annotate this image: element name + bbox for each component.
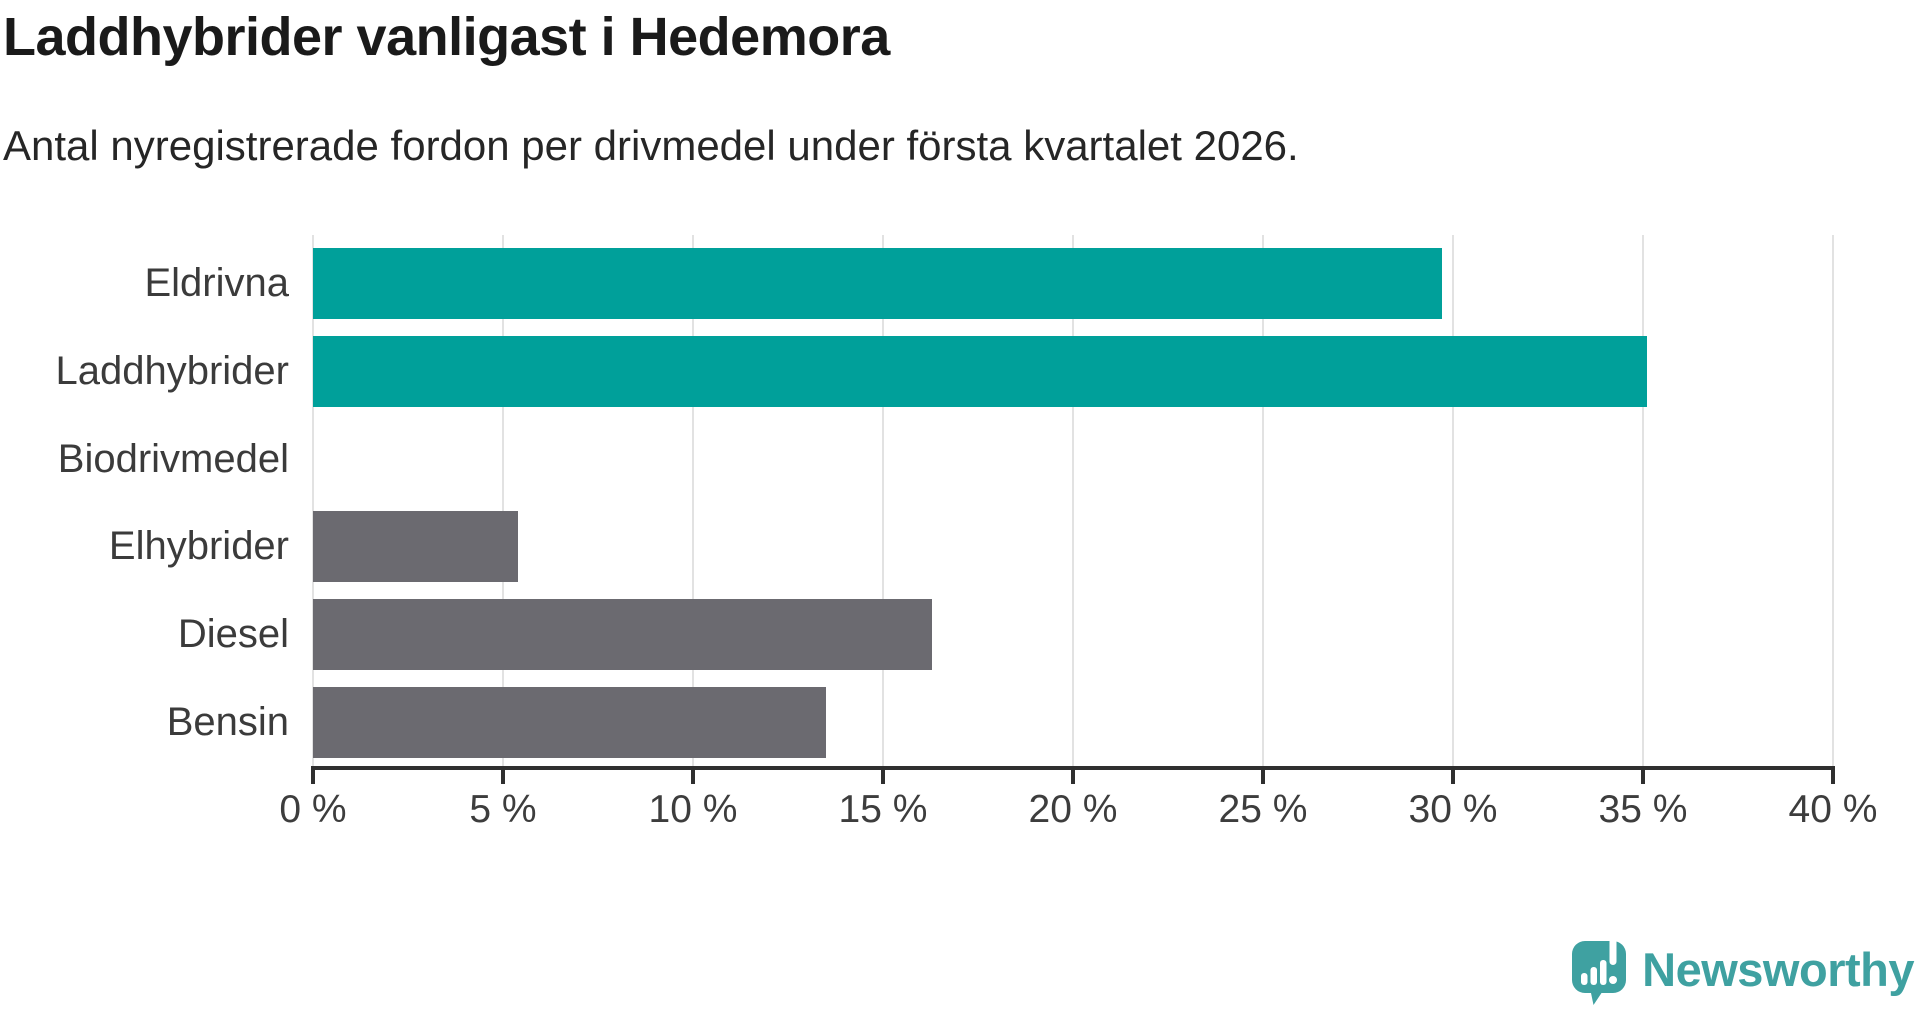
x-tick-label-30: 30 % bbox=[1408, 788, 1498, 831]
x-tick-label-5: 5 % bbox=[469, 788, 537, 831]
gridline-10 bbox=[692, 235, 694, 766]
chart-title: Laddhybrider vanligast i Hedemora bbox=[3, 7, 890, 67]
x-axis-tick-0 bbox=[311, 770, 315, 784]
bar-diesel bbox=[313, 599, 933, 671]
bar-laddhybrider bbox=[313, 335, 1647, 407]
category-label-bensin: Bensin bbox=[166, 700, 289, 744]
chart-subtitle: Antal nyregistrerade fordon per drivmede… bbox=[3, 122, 1299, 169]
x-tick-label-0: 0 % bbox=[279, 788, 347, 831]
x-axis-tick-25 bbox=[1261, 770, 1265, 784]
gridline-35 bbox=[1642, 235, 1644, 766]
x-axis-tick-15 bbox=[881, 770, 885, 784]
gridline-40 bbox=[1832, 235, 1834, 766]
x-axis-line bbox=[311, 766, 1835, 770]
category-label-diesel: Diesel bbox=[177, 612, 289, 657]
x-axis-tick-40 bbox=[1831, 770, 1835, 784]
x-axis-tick-35 bbox=[1641, 770, 1645, 784]
gridline-30 bbox=[1452, 235, 1454, 766]
x-tick-label-15: 15 % bbox=[838, 788, 928, 831]
gridline-0 bbox=[312, 235, 314, 766]
gridline-15 bbox=[882, 235, 884, 766]
x-tick-label-20: 20 % bbox=[1028, 788, 1118, 831]
gridline-5 bbox=[502, 235, 504, 766]
x-tick-label-35: 35 % bbox=[1598, 788, 1688, 831]
x-axis-tick-5 bbox=[501, 770, 505, 784]
bar-elhybrider bbox=[313, 511, 519, 583]
category-label-eldrivna: Eldrivna bbox=[144, 261, 289, 305]
category-label-laddhybrider: Laddhybrider bbox=[55, 348, 290, 393]
gridline-20 bbox=[1072, 235, 1074, 766]
x-tick-label-10: 10 % bbox=[648, 788, 738, 831]
gridline-25 bbox=[1262, 235, 1264, 766]
x-axis-tick-30 bbox=[1451, 770, 1455, 784]
category-label-biodrivmedel: Biodrivmedel bbox=[57, 436, 289, 481]
x-tick-label-25: 25 % bbox=[1218, 788, 1308, 831]
newsworthy-logo: Newsworthy bbox=[1570, 934, 1914, 1005]
x-tick-label-40: 40 % bbox=[1788, 788, 1878, 831]
bar-eldrivna bbox=[313, 248, 1442, 319]
category-label-elhybrider: Elhybrider bbox=[108, 524, 289, 569]
x-axis-tick-20 bbox=[1071, 770, 1075, 784]
bar-bensin bbox=[313, 687, 826, 758]
newsworthy-speech-bubble-chart-icon bbox=[1572, 935, 1627, 1005]
x-axis-tick-10 bbox=[691, 770, 695, 784]
brand-wordmark: Newsworthy bbox=[1642, 942, 1914, 996]
